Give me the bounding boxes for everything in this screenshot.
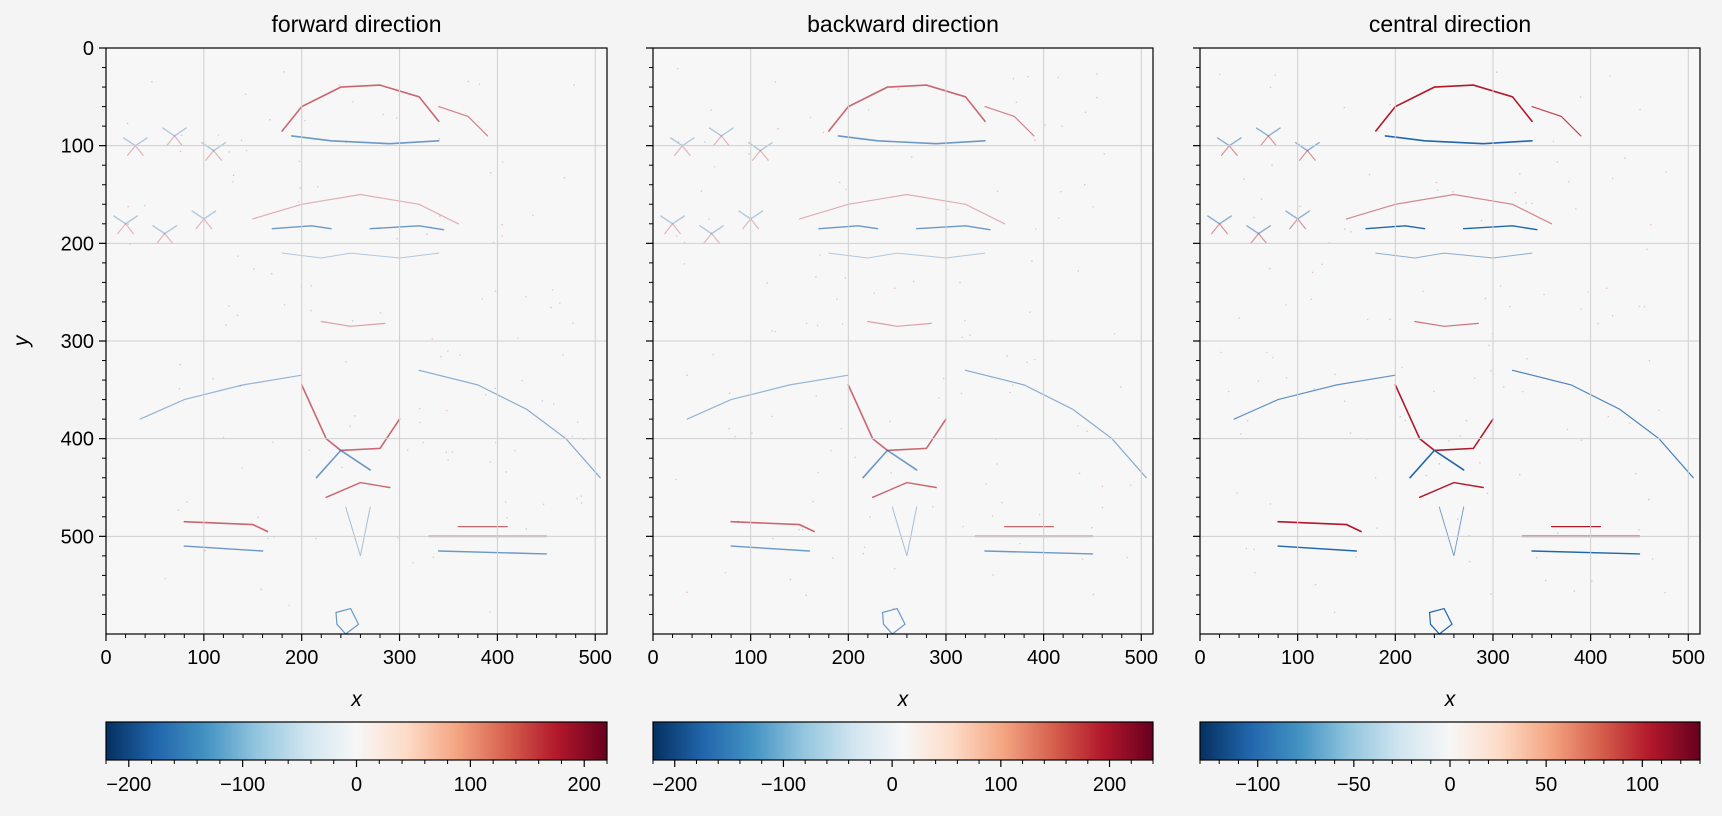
x-tick-label: 0 (100, 647, 111, 669)
x-tick-label: 300 (1476, 647, 1509, 669)
x-axis-label: x (897, 688, 910, 711)
colorbar-tick-label: −200 (106, 774, 151, 796)
colorbar-tick-label: 100 (1626, 774, 1659, 796)
colorbar-tick-label: −50 (1337, 774, 1371, 796)
panel-title: central direction (1369, 11, 1531, 37)
x-tick-label: 100 (187, 647, 220, 669)
colorbar-tick-label: 0 (887, 774, 898, 796)
x-tick-label: 400 (1027, 647, 1060, 669)
grid (653, 48, 1153, 634)
colorbar: −200 −100 0 100 200 (652, 721, 1154, 796)
colorbar-tick-label: 200 (1093, 774, 1126, 796)
grid (1200, 48, 1700, 634)
y-tick-label: 300 (61, 331, 94, 353)
x-tick-label: 400 (481, 647, 514, 669)
colorbar-tick-label: −100 (220, 774, 265, 796)
x-axis-label: x (1444, 688, 1457, 711)
colorbar-tick-label: −200 (652, 774, 697, 796)
y-tick-label: 500 (61, 526, 94, 548)
colorbar-tick-label: 50 (1535, 774, 1557, 796)
x-tick-label: 100 (734, 647, 767, 669)
colorbar-tick-label: 0 (1444, 774, 1455, 796)
colorbar-gradient (652, 721, 1154, 761)
x-tick-label: 200 (285, 647, 318, 669)
x-tick-label: 200 (1379, 647, 1412, 669)
x-tick-label: 500 (579, 647, 612, 669)
colorbar-gradient (105, 721, 608, 761)
x-tick-label: 0 (647, 647, 658, 669)
colorbar-tick-label: 100 (454, 774, 487, 796)
colorbar-tick-label: 200 (568, 774, 601, 796)
panel-title: forward direction (271, 11, 441, 37)
y-tick-label: 100 (61, 136, 94, 158)
x-tick-label: 300 (383, 647, 416, 669)
colorbar-tick-label: −100 (1235, 774, 1280, 796)
y-tick-label: 400 (61, 429, 94, 451)
colorbar: −100 −50 0 50 100 (1199, 721, 1701, 796)
y-tick-label: 0 (83, 38, 94, 60)
x-tick-label: 100 (1281, 647, 1314, 669)
colorbar-tick-label: 0 (351, 774, 362, 796)
x-axis-label: x (350, 688, 363, 711)
grid (106, 48, 607, 634)
colorbar-tick-label: −100 (761, 774, 806, 796)
x-tick-label: 0 (1194, 647, 1205, 669)
panel-1: forward direction 0 100 200 300 400 500 0 100 200… (10, 11, 612, 796)
panel-title: backward direction (807, 11, 999, 37)
x-tick-label: 400 (1574, 647, 1607, 669)
colorbar: −200 −100 0 100 200 (105, 721, 608, 796)
x-tick-label: 300 (929, 647, 962, 669)
x-tick-label: 200 (832, 647, 865, 669)
y-tick-label: 200 (61, 233, 94, 255)
heatmap-image (113, 71, 601, 635)
x-tick-label: 500 (1125, 647, 1158, 669)
colorbar-gradient (1199, 721, 1701, 761)
y-axis-label: y (10, 334, 33, 348)
x-tick-label: 500 (1672, 647, 1705, 669)
colorbar-tick-label: 100 (984, 774, 1017, 796)
